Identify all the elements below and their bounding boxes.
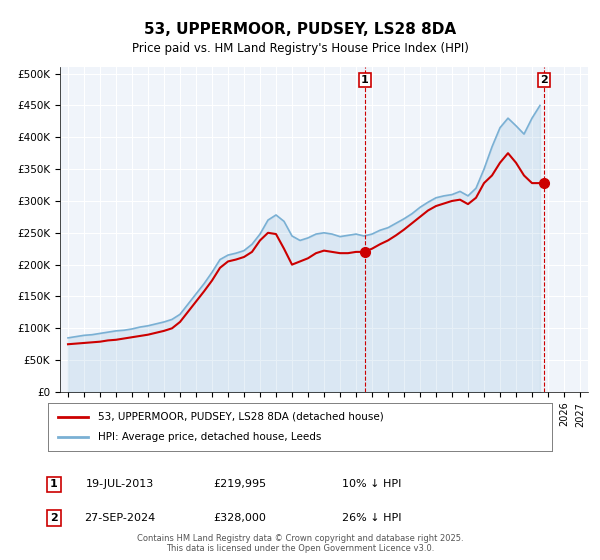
Text: HPI: Average price, detached house, Leeds: HPI: Average price, detached house, Leed… bbox=[98, 432, 322, 442]
Text: £328,000: £328,000 bbox=[214, 513, 266, 523]
Text: 2: 2 bbox=[50, 513, 58, 523]
Text: £219,995: £219,995 bbox=[214, 479, 266, 489]
Text: 1: 1 bbox=[361, 75, 368, 85]
Text: Contains HM Land Registry data © Crown copyright and database right 2025.
This d: Contains HM Land Registry data © Crown c… bbox=[137, 534, 463, 553]
Text: 53, UPPERMOOR, PUDSEY, LS28 8DA: 53, UPPERMOOR, PUDSEY, LS28 8DA bbox=[144, 22, 456, 38]
Text: 26% ↓ HPI: 26% ↓ HPI bbox=[342, 513, 402, 523]
Text: 1: 1 bbox=[50, 479, 58, 489]
Text: 10% ↓ HPI: 10% ↓ HPI bbox=[343, 479, 401, 489]
Text: 53, UPPERMOOR, PUDSEY, LS28 8DA (detached house): 53, UPPERMOOR, PUDSEY, LS28 8DA (detache… bbox=[98, 412, 384, 422]
Text: 27-SEP-2024: 27-SEP-2024 bbox=[85, 513, 155, 523]
Text: 2: 2 bbox=[540, 75, 548, 85]
Text: Price paid vs. HM Land Registry's House Price Index (HPI): Price paid vs. HM Land Registry's House … bbox=[131, 42, 469, 55]
Text: 19-JUL-2013: 19-JUL-2013 bbox=[86, 479, 154, 489]
